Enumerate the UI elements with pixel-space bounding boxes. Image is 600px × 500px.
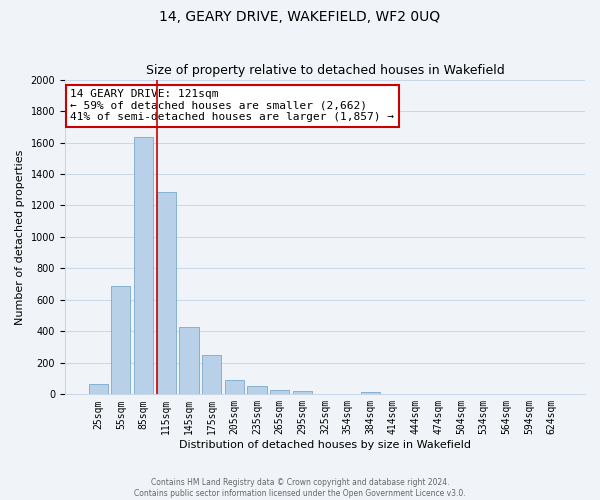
Bar	[202, 355, 221, 395]
Text: 14 GEARY DRIVE: 121sqm
← 59% of detached houses are smaller (2,662)
41% of semi-: 14 GEARY DRIVE: 121sqm ← 59% of detached…	[70, 89, 394, 122]
Bar	[134, 137, 153, 394]
Bar	[111, 286, 130, 395]
X-axis label: Distribution of detached houses by size in Wakefield: Distribution of detached houses by size …	[179, 440, 471, 450]
Title: Size of property relative to detached houses in Wakefield: Size of property relative to detached ho…	[146, 64, 505, 77]
Bar	[224, 380, 244, 394]
Bar	[89, 384, 108, 394]
Text: 14, GEARY DRIVE, WAKEFIELD, WF2 0UQ: 14, GEARY DRIVE, WAKEFIELD, WF2 0UQ	[160, 10, 440, 24]
Y-axis label: Number of detached properties: Number of detached properties	[15, 150, 25, 324]
Bar	[157, 192, 176, 394]
Bar	[361, 392, 380, 394]
Bar	[270, 390, 289, 394]
Bar	[293, 391, 312, 394]
Bar	[247, 386, 266, 394]
Bar	[179, 326, 199, 394]
Text: Contains HM Land Registry data © Crown copyright and database right 2024.
Contai: Contains HM Land Registry data © Crown c…	[134, 478, 466, 498]
